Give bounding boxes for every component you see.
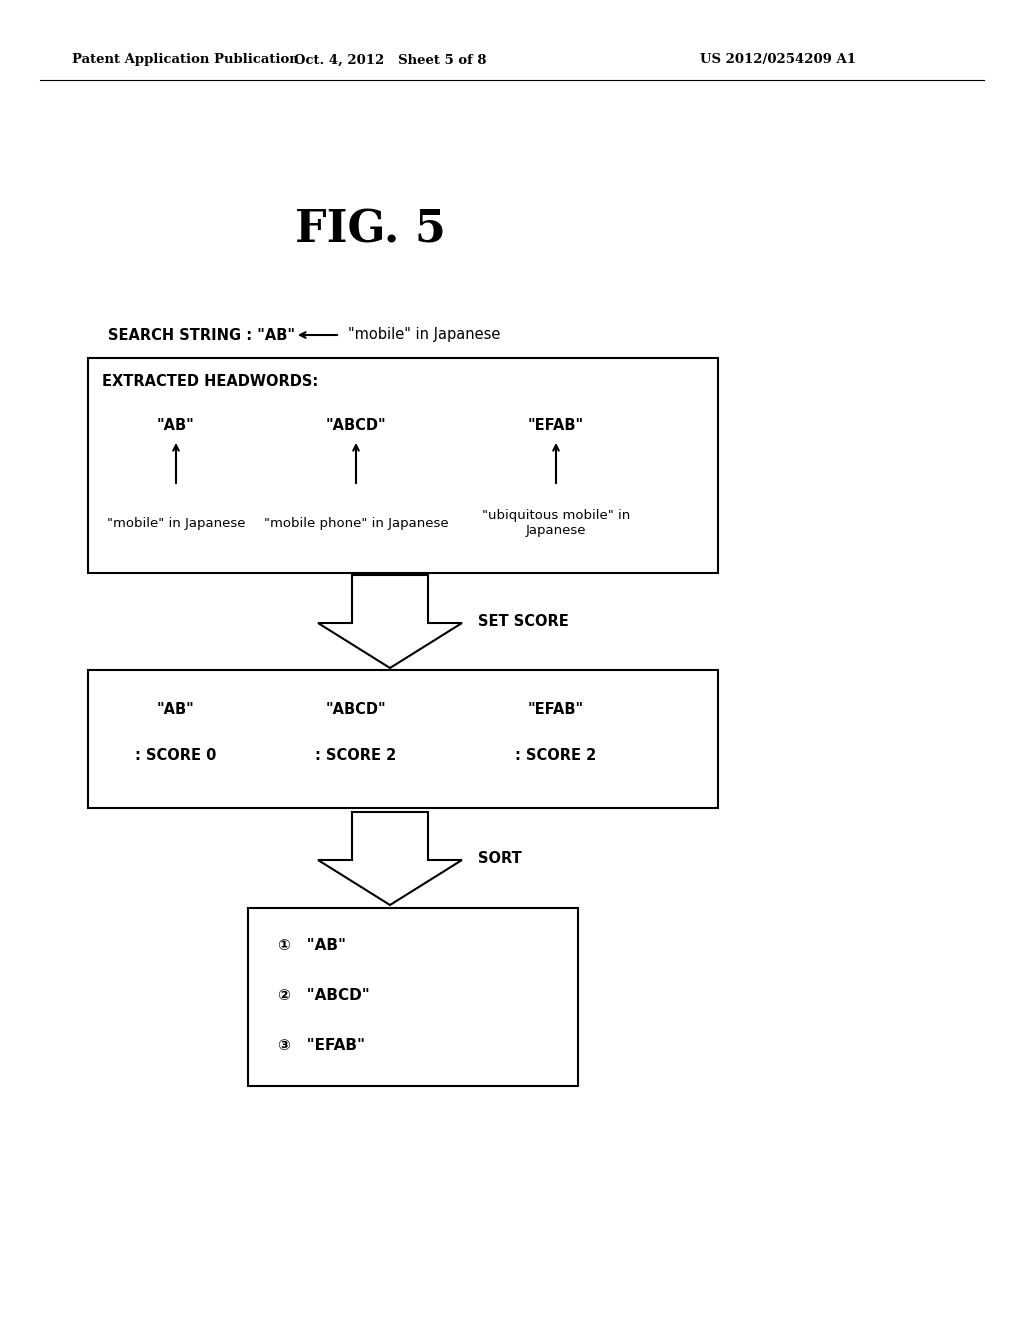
Text: ②   "ABCD": ② "ABCD": [278, 989, 370, 1003]
Text: "EFAB": "EFAB": [528, 418, 584, 433]
Text: : SCORE 2: : SCORE 2: [315, 747, 396, 763]
Text: : SCORE 0: : SCORE 0: [135, 747, 217, 763]
Text: : SCORE 2: : SCORE 2: [515, 747, 597, 763]
Text: ③   "EFAB": ③ "EFAB": [278, 1039, 365, 1053]
Text: "EFAB": "EFAB": [528, 702, 584, 718]
Text: "ABCD": "ABCD": [326, 702, 386, 718]
Text: "mobile" in Japanese: "mobile" in Japanese: [106, 516, 246, 529]
Text: "mobile phone" in Japanese: "mobile phone" in Japanese: [264, 516, 449, 529]
Text: "AB": "AB": [157, 702, 195, 718]
Text: SEARCH STRING : "AB": SEARCH STRING : "AB": [108, 327, 295, 342]
Text: ①   "AB": ① "AB": [278, 939, 346, 953]
Bar: [88, 358, 718, 573]
Text: "AB": "AB": [157, 418, 195, 433]
Text: "mobile" in Japanese: "mobile" in Japanese: [348, 327, 501, 342]
Bar: [88, 671, 718, 808]
Text: SORT: SORT: [478, 851, 522, 866]
Text: SET SCORE: SET SCORE: [478, 614, 568, 630]
Polygon shape: [318, 812, 462, 906]
Text: FIG. 5: FIG. 5: [295, 209, 445, 252]
Bar: [248, 908, 578, 1086]
Text: EXTRACTED HEADWORDS:: EXTRACTED HEADWORDS:: [102, 375, 318, 389]
Text: Patent Application Publication: Patent Application Publication: [72, 54, 299, 66]
Text: "ABCD": "ABCD": [326, 418, 386, 433]
Polygon shape: [318, 576, 462, 668]
Text: US 2012/0254209 A1: US 2012/0254209 A1: [700, 54, 856, 66]
Text: "ubiquitous mobile" in
Japanese: "ubiquitous mobile" in Japanese: [482, 510, 630, 537]
Text: Oct. 4, 2012   Sheet 5 of 8: Oct. 4, 2012 Sheet 5 of 8: [294, 54, 486, 66]
